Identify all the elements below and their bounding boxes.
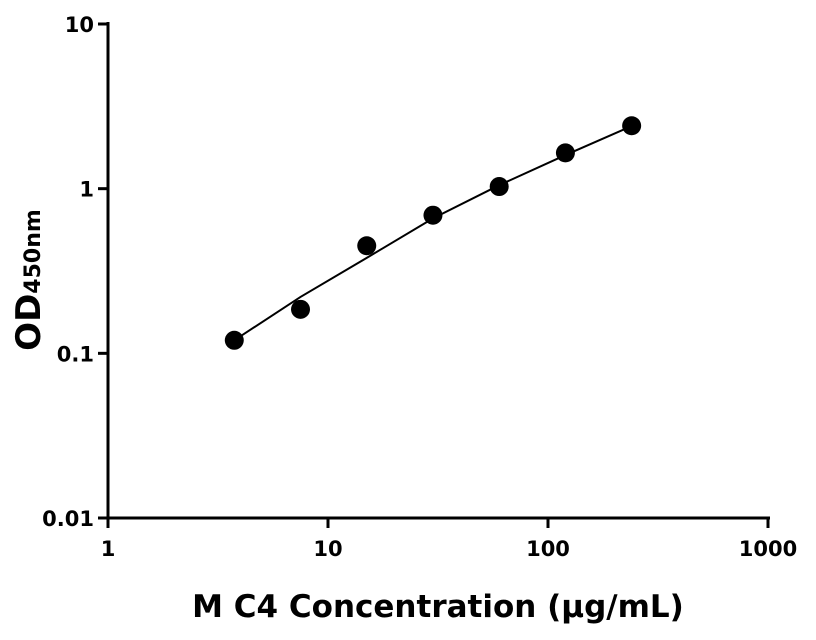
y-axis-label: OD450nm (9, 209, 49, 351)
y-label-main: OD (9, 294, 49, 351)
x-tick-label: 100 (526, 537, 570, 561)
x-tick-label: 1000 (739, 537, 797, 561)
data-point (622, 116, 642, 136)
y-tick-label: 1 (79, 178, 94, 202)
x-tick-label: 10 (313, 537, 342, 561)
y-axis-label-text: OD450nm (9, 209, 49, 351)
data-point (423, 205, 443, 225)
x-axis-label: M C4 Concentration (μg/mL) (192, 589, 684, 625)
data-point (357, 236, 377, 256)
x-tick-label: 1 (101, 537, 116, 561)
y-label-sub: 450nm (21, 209, 46, 294)
y-tick-label: 0.01 (42, 507, 94, 531)
data-point (291, 299, 311, 319)
y-tick-label: 10 (65, 13, 94, 37)
data-point (224, 330, 244, 350)
y-tick-label: 0.1 (57, 342, 94, 366)
data-point (489, 177, 509, 197)
data-point (555, 143, 575, 163)
